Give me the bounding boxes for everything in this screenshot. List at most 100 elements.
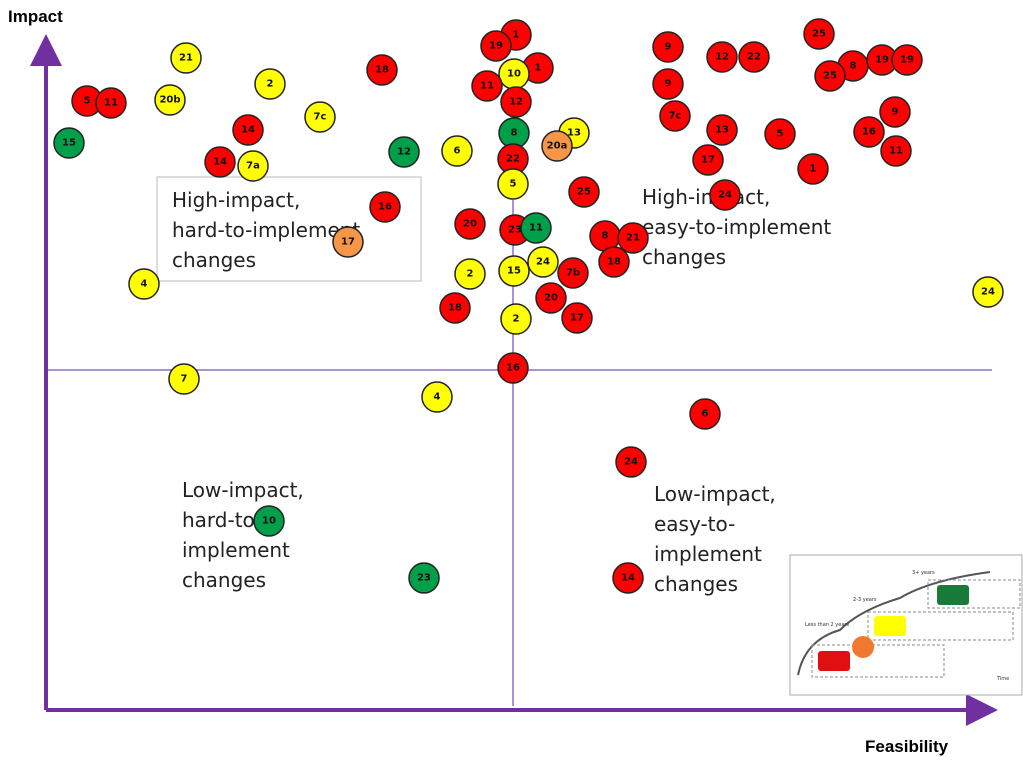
- node-label: 24: [718, 190, 732, 201]
- node-circle: [497, 168, 529, 200]
- node-circle: [388, 136, 420, 168]
- node-label: 21: [179, 53, 193, 64]
- node-label: 18: [607, 257, 621, 268]
- node-circle: [535, 282, 567, 314]
- node: 18: [439, 292, 471, 324]
- node: 16: [853, 116, 885, 148]
- node-circle: [617, 222, 649, 254]
- node-label: 11: [889, 146, 903, 157]
- node-circle: [441, 135, 473, 167]
- node: 6: [689, 398, 721, 430]
- node: 17: [332, 226, 364, 258]
- node-label: 16: [862, 127, 876, 138]
- node: 10: [253, 505, 285, 537]
- node-circle: [204, 146, 236, 178]
- node-circle: [471, 70, 503, 102]
- node: 12: [500, 86, 532, 118]
- node-circle: [253, 505, 285, 537]
- node-circle: [706, 114, 738, 146]
- node-label: 19: [875, 55, 889, 66]
- node: 14: [232, 114, 264, 146]
- node-circle: [557, 257, 589, 289]
- node-label: 16: [506, 363, 520, 374]
- node-label: 1: [513, 30, 520, 41]
- node: 1: [797, 153, 829, 185]
- inset-box: [867, 611, 1014, 641]
- node-circle: [880, 135, 912, 167]
- node: 12: [388, 136, 420, 168]
- node-label: 7b: [566, 268, 580, 279]
- node-label: 17: [570, 313, 584, 324]
- node-label: 2: [267, 79, 274, 90]
- node-circle: [568, 176, 600, 208]
- node-label: 23: [417, 573, 431, 584]
- node-circle: [170, 42, 202, 74]
- inset-chip: [937, 585, 969, 605]
- node-circle: [738, 41, 770, 73]
- node: 15: [498, 255, 530, 287]
- node-label: 15: [62, 138, 76, 149]
- node: 23: [408, 562, 440, 594]
- node-label: 2: [467, 269, 474, 280]
- node-circle: [454, 208, 486, 240]
- node-label: 11: [104, 98, 118, 109]
- node-circle: [814, 60, 846, 92]
- node-circle: [709, 179, 741, 211]
- node-label: 2: [513, 314, 520, 325]
- node-label: 14: [241, 125, 255, 136]
- node: 19: [480, 30, 512, 62]
- quadrant-label: easy-to-implement: [642, 215, 831, 239]
- node-circle: [803, 18, 835, 50]
- node-circle: [128, 268, 160, 300]
- node-circle: [498, 255, 530, 287]
- node: 11: [95, 87, 127, 119]
- quadrant-label: Low-impact,: [182, 478, 304, 502]
- node-label: 24: [981, 287, 995, 298]
- node: 19: [891, 44, 923, 76]
- node-label: 9: [665, 79, 672, 90]
- node-label: 8: [511, 128, 518, 139]
- node-label: 4: [141, 279, 148, 290]
- node: 8: [498, 117, 530, 149]
- node: 17: [692, 144, 724, 176]
- inset-chip: [852, 636, 874, 658]
- node-label: 4: [434, 392, 441, 403]
- node-label: 14: [621, 573, 635, 584]
- node: 6: [441, 135, 473, 167]
- y-axis-label: Impact: [8, 7, 63, 26]
- node-circle: [454, 258, 486, 290]
- node-circle: [706, 41, 738, 73]
- node-circle: [561, 302, 593, 334]
- node: 16: [369, 191, 401, 223]
- node: 7: [168, 363, 200, 395]
- node: 9: [652, 31, 684, 63]
- node: 7c: [659, 100, 691, 132]
- node-label: 10: [262, 516, 276, 527]
- node: 24: [527, 246, 559, 278]
- inset-chip: [874, 616, 906, 636]
- node: 17: [561, 302, 593, 334]
- node: 14: [612, 562, 644, 594]
- node-circle: [53, 127, 85, 159]
- node-label: 18: [375, 65, 389, 76]
- node-label: 24: [536, 257, 550, 268]
- node-label: 1: [535, 63, 542, 74]
- node: 21: [617, 222, 649, 254]
- node-circle: [797, 153, 829, 185]
- inset-box: [927, 579, 1021, 609]
- node: 24: [615, 446, 647, 478]
- node-label: 21: [626, 233, 640, 244]
- node-label: 18: [448, 303, 462, 314]
- node-label: 25: [823, 71, 837, 82]
- node-label: 11: [480, 81, 494, 92]
- node-label: 16: [378, 202, 392, 213]
- node: 20b: [154, 84, 186, 116]
- node-label: 7: [181, 374, 188, 385]
- node: 25: [803, 18, 835, 50]
- node: 24: [709, 179, 741, 211]
- node-circle: [237, 150, 269, 182]
- node-circle: [168, 363, 200, 395]
- node-circle: [421, 381, 453, 413]
- node-label: 10: [507, 69, 521, 80]
- node: 22: [738, 41, 770, 73]
